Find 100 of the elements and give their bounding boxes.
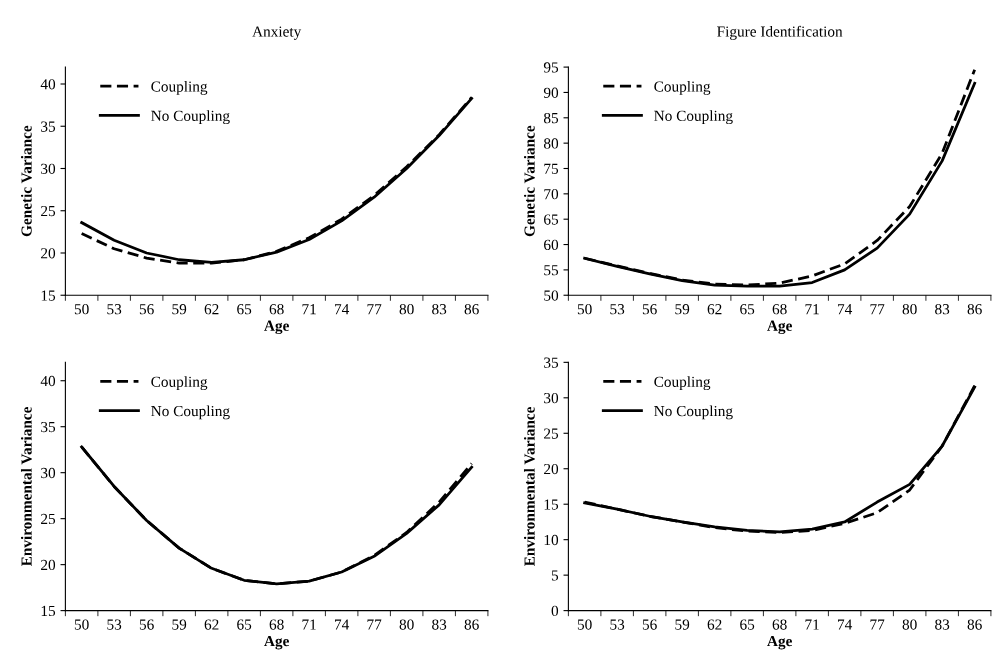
y-tick-label: 85	[543, 112, 559, 124]
y-tick-label: 90	[543, 87, 559, 98]
x-tick-label: 83	[432, 304, 447, 315]
y-tick-label: 15	[41, 605, 56, 617]
y-tick-label: 0	[551, 605, 559, 617]
x-axis-title: Age	[264, 320, 289, 335]
x-tick-label: 62	[204, 304, 219, 315]
x-tick-label: 62	[204, 619, 219, 630]
x-tick-label: 59	[675, 304, 690, 315]
y-tick-label: 50	[544, 290, 559, 301]
x-tick-label: 53	[107, 619, 122, 630]
x-tick-label: 74	[335, 619, 350, 630]
y-tick-label: 65	[544, 214, 559, 225]
x-tick-label: 80	[399, 304, 414, 315]
x-tick-label: 77	[870, 304, 885, 315]
y-axis-title: Genetic Variance	[523, 125, 535, 237]
chart-title: Anxiety	[252, 26, 302, 40]
y-axis-title: Environmental Variance	[20, 407, 32, 567]
x-axis-title: Age	[767, 635, 792, 650]
x-tick-label: 80	[902, 304, 917, 315]
x-tick-label: 53	[107, 304, 122, 315]
x-tick-label: 83	[432, 619, 447, 630]
x-tick-label: 71	[302, 619, 316, 630]
legend-label: Coupling	[151, 376, 208, 391]
x-tick-label: 53	[610, 304, 625, 315]
legend-label: No Coupling	[654, 110, 733, 125]
y-tick-label: 30	[41, 163, 56, 174]
x-tick-label: 59	[172, 304, 187, 315]
y-tick-label: 55	[544, 265, 559, 276]
x-tick-label: 74	[335, 304, 350, 315]
y-tick-label: 40	[40, 79, 56, 90]
y-tick-label: 15	[544, 499, 559, 510]
x-axis-title: Age	[264, 635, 289, 650]
x-tick-label: 77	[870, 619, 885, 630]
y-tick-label: 95	[543, 62, 559, 73]
y-tick-label: 40	[40, 375, 56, 387]
x-tick-label: 65	[740, 304, 755, 315]
x-tick-label: 59	[675, 619, 690, 630]
legend-label: Coupling	[151, 80, 208, 95]
x-tick-label: 65	[237, 304, 252, 315]
y-tick-label: 5	[551, 570, 559, 581]
x-tick-label: 65	[740, 619, 755, 630]
y-tick-label: 30	[41, 467, 56, 479]
legend-label: Coupling	[654, 80, 711, 95]
x-tick-label: 56	[642, 304, 657, 315]
y-tick-label: 25	[41, 205, 56, 217]
y-tick-label: 35	[41, 121, 56, 132]
x-tick-label: 53	[610, 619, 625, 630]
y-tick-label: 20	[544, 463, 559, 475]
x-tick-label: 50	[74, 304, 89, 315]
x-tick-label: 74	[838, 304, 853, 315]
y-axis-title: Genetic Variance	[20, 125, 32, 237]
x-tick-label: 50	[577, 304, 592, 315]
x-axis-title: Age	[767, 320, 792, 335]
x-tick-label: 68	[269, 304, 284, 315]
y-tick-label: 20	[41, 248, 56, 259]
x-tick-label: 71	[805, 619, 819, 630]
x-tick-label: 71	[805, 304, 819, 315]
y-tick-label: 75	[544, 163, 559, 174]
x-tick-label: 59	[172, 619, 187, 630]
x-tick-label: 86	[967, 619, 982, 630]
y-tick-label: 30	[544, 392, 559, 404]
x-tick-label: 83	[935, 619, 950, 630]
x-tick-label: 62	[707, 619, 722, 630]
x-tick-label: 86	[464, 304, 479, 315]
x-tick-label: 68	[772, 619, 787, 630]
x-tick-label: 77	[367, 304, 382, 315]
x-tick-label: 56	[139, 619, 154, 630]
x-tick-label: 80	[399, 619, 414, 630]
legend-label: No Coupling	[151, 110, 230, 125]
x-tick-label: 68	[772, 304, 787, 315]
x-tick-label: 77	[367, 619, 382, 630]
y-tick-label: 20	[41, 559, 56, 571]
x-tick-label: 65	[237, 619, 252, 630]
y-tick-label: 35	[544, 357, 559, 368]
chart-title: Figure Identification	[717, 25, 843, 40]
y-tick-label: 80	[543, 138, 559, 149]
y-tick-label: 15	[41, 290, 56, 301]
x-tick-label: 50	[74, 619, 89, 630]
x-tick-label: 56	[642, 619, 657, 630]
x-tick-label: 80	[902, 619, 917, 630]
y-tick-label: 70	[544, 188, 559, 200]
x-tick-label: 71	[302, 304, 316, 315]
x-tick-label: 56	[139, 304, 154, 315]
y-tick-label: 10	[544, 534, 559, 546]
y-tick-label: 60	[544, 239, 559, 250]
x-tick-label: 62	[707, 304, 722, 315]
legend-label: Coupling	[654, 376, 711, 391]
x-tick-label: 50	[577, 619, 592, 630]
y-tick-label: 35	[41, 421, 56, 433]
legend-label: No Coupling	[151, 405, 230, 420]
x-tick-label: 74	[838, 619, 853, 630]
y-axis-title: Environmental Variance	[523, 407, 535, 567]
y-tick-label: 25	[544, 428, 559, 439]
x-tick-label: 68	[269, 619, 284, 630]
x-tick-label: 86	[967, 304, 982, 315]
legend-label: No Coupling	[654, 405, 733, 420]
x-tick-label: 86	[464, 619, 479, 630]
y-tick-label: 25	[41, 513, 56, 525]
x-tick-label: 83	[935, 304, 950, 315]
